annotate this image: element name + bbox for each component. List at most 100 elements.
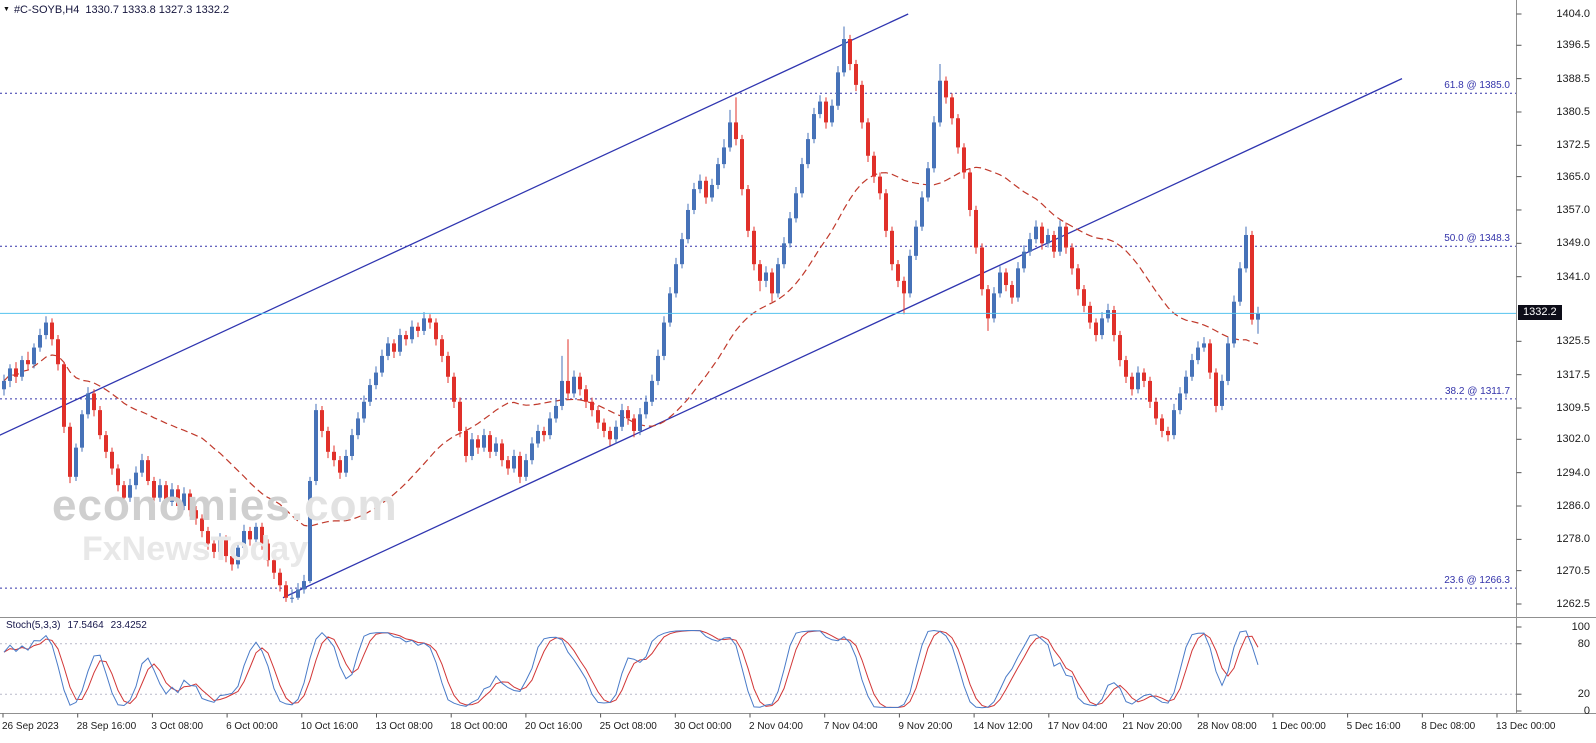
candle-body-down (986, 289, 990, 319)
candle-body-up (170, 489, 174, 502)
candle-body-up (314, 410, 318, 481)
candle-body-up (374, 372, 378, 386)
candle-body-down (1160, 418, 1164, 431)
candle-body-up (836, 72, 840, 106)
candle-body-up (764, 272, 768, 281)
price-axis-label: 1349.0 (1556, 237, 1590, 250)
candle-body-down (590, 401, 594, 411)
candle-body-down (146, 460, 150, 481)
channel-upper-trendline[interactable] (0, 13, 909, 436)
candle-body-up (914, 226, 918, 256)
time-axis-label: 28 Sep 16:00 (76, 721, 137, 732)
candle-body-up (842, 39, 846, 73)
candle-body-up (482, 435, 486, 448)
candle-body-down (1082, 289, 1086, 306)
candle-body-down (1148, 380, 1152, 402)
candle-body-up (344, 455, 348, 473)
candle-body-up (368, 385, 372, 402)
stoch-axis-label: 100 (1571, 621, 1590, 633)
candle-body-up (692, 189, 696, 210)
candle-body-up (776, 264, 780, 294)
candle-body-down (392, 343, 396, 352)
stoch-main-line (3, 629, 1259, 709)
candle-body-up (638, 414, 642, 431)
candle-body-down (98, 410, 102, 436)
candle-body-down (164, 485, 168, 502)
candle-body-down (518, 455, 522, 477)
candle-body-up (800, 164, 804, 194)
candle-body-up (698, 180, 702, 190)
candle-body-up (650, 380, 654, 402)
candle-body-up (80, 414, 84, 448)
candle-body-up (308, 480, 312, 582)
candle-body-down (860, 84, 864, 123)
time-axis-label: 20 Oct 16:00 (524, 721, 583, 732)
candle-body-down (206, 531, 210, 544)
time-axis-label: 26 Sep 2023 (2, 721, 59, 732)
candle-body-up (254, 526, 258, 540)
candle-body-down (740, 139, 744, 190)
candle-body-down (476, 439, 480, 448)
candle-body-down (68, 426, 72, 477)
candle-body-up (44, 322, 48, 336)
candle-body-down (122, 485, 126, 498)
candle-body-up (716, 164, 720, 185)
candle-body-up (1190, 360, 1194, 377)
candle-body-up (1256, 313, 1260, 320)
candle-body-up (1058, 226, 1062, 252)
candle-body-up (830, 105, 834, 123)
candle-body-down (734, 122, 738, 140)
time-axis-label: 6 Oct 00:00 (226, 721, 278, 732)
candle-body-down (434, 322, 438, 340)
candle-body-down (1130, 376, 1134, 390)
candle-body-up (1184, 376, 1188, 394)
candle-body-down (566, 380, 570, 394)
price-axis-label: 1380.5 (1556, 105, 1590, 118)
time-axis-label: 9 Nov 20:00 (898, 721, 953, 732)
candle-body-down (116, 468, 120, 486)
price-axis-label: 1262.5 (1556, 598, 1590, 610)
candle-body-down (224, 539, 228, 557)
candle-body-down (464, 430, 468, 456)
candle-body-up (302, 581, 306, 590)
price-axis-label: 1341.0 (1556, 270, 1590, 283)
price-axis-label: 1278.0 (1556, 533, 1590, 546)
candle-body-down (878, 176, 882, 194)
channel-lower-trendline[interactable] (282, 78, 1403, 599)
candle-body-up (656, 355, 660, 381)
candle-body-up (2, 380, 6, 390)
candle-body-up (398, 335, 402, 352)
candle-body-down (902, 280, 906, 294)
candle-body-down (1052, 234, 1056, 252)
candle-body-up (1238, 268, 1242, 302)
candle-body-down (956, 118, 960, 148)
candle-body-down (440, 339, 444, 356)
price-axis-label: 1317.5 (1556, 368, 1590, 381)
candle-body-down (92, 393, 96, 411)
price-axis-label: 1286.0 (1556, 500, 1590, 512)
candle-body-up (908, 255, 912, 294)
candle-body-up (1106, 310, 1110, 319)
candle-body-up (536, 430, 540, 444)
candle-body-up (1016, 268, 1020, 298)
time-axis-label: 25 Oct 08:00 (599, 721, 657, 732)
candle-body-down (974, 209, 978, 248)
candle-body-down (1094, 322, 1098, 336)
candle-body-down (854, 64, 858, 85)
candle-body-up (728, 122, 732, 148)
candle-body-down (428, 318, 432, 323)
candle-body-down (968, 172, 972, 210)
candle-body-up (1028, 239, 1032, 252)
candle-body-up (410, 326, 414, 340)
candle-body-up (356, 418, 360, 436)
time-axis-label: 5 Dec 16:00 (1346, 721, 1401, 732)
candle-body-up (1178, 393, 1182, 411)
price-axis-label: 1372.5 (1556, 139, 1590, 152)
candle-body-up (674, 264, 678, 294)
candle-body-down (1088, 305, 1092, 323)
fib-level-label: 50.0 @ 1348.3 (1444, 233, 1510, 245)
candle-body-up (350, 435, 354, 456)
candle-body-up (236, 547, 240, 565)
